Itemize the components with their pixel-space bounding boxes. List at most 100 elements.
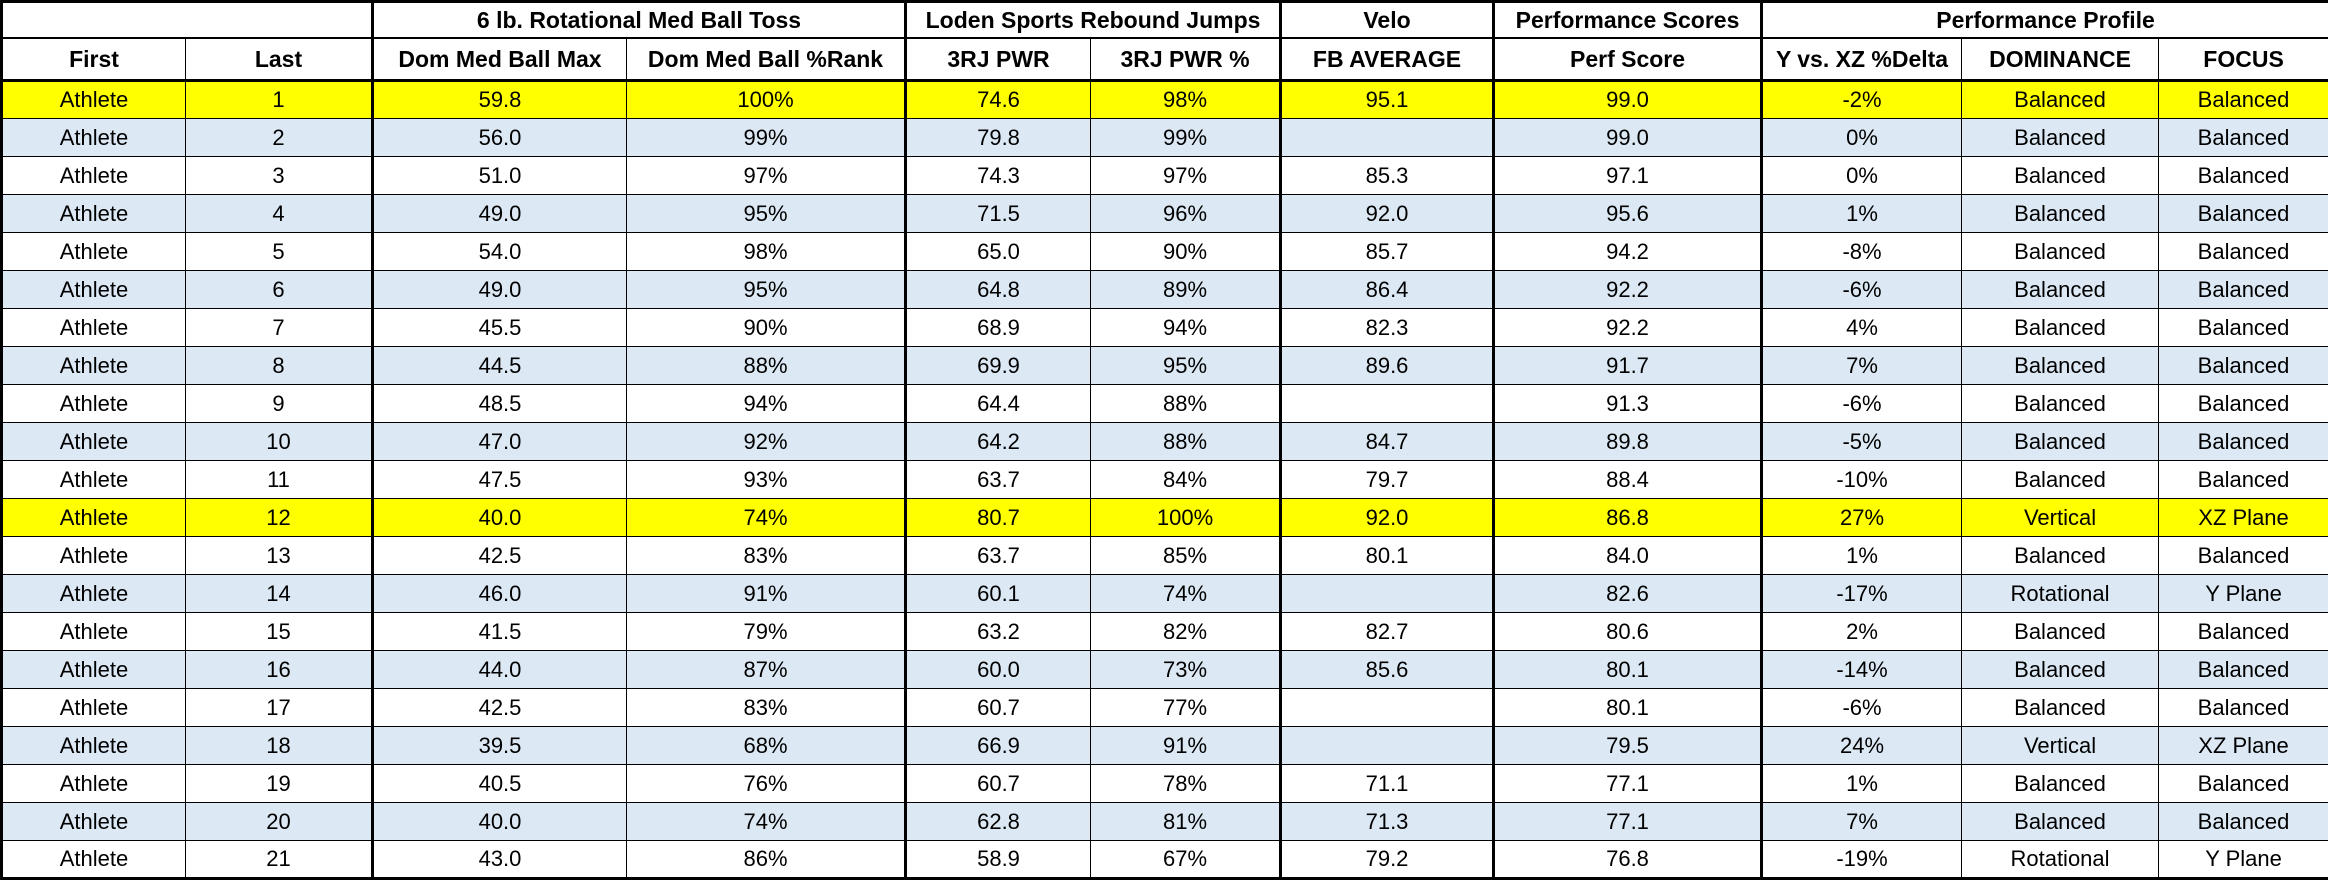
cell-y-vs-xz-delta[interactable]: 1%	[1762, 537, 1962, 575]
cell-3rj-pwr[interactable]: 64.2	[906, 423, 1091, 461]
cell-last[interactable]: 17	[186, 689, 373, 727]
cell-dom-med-ball-max[interactable]: 45.5	[373, 309, 627, 347]
group-header-empty[interactable]	[2, 2, 373, 39]
cell-y-vs-xz-delta[interactable]: -5%	[1762, 423, 1962, 461]
group-header-6-lb-rotational-med-ball-toss[interactable]: 6 lb. Rotational Med Ball Toss	[373, 2, 906, 39]
cell-focus[interactable]: Balanced	[2159, 385, 2328, 423]
cell-fb-average[interactable]: 92.0	[1281, 499, 1494, 537]
cell-perf-score[interactable]: 91.3	[1494, 385, 1762, 423]
cell-dom-med-ball-max[interactable]: 40.0	[373, 499, 627, 537]
cell-focus[interactable]: Balanced	[2159, 613, 2328, 651]
cell-perf-score[interactable]: 80.1	[1494, 689, 1762, 727]
cell-dom-med-ball-rank[interactable]: 79%	[627, 613, 906, 651]
cell-fb-average[interactable]: 82.3	[1281, 309, 1494, 347]
cell-3rj-pwr[interactable]: 65.0	[906, 233, 1091, 271]
column-header-last[interactable]: Last	[186, 38, 373, 81]
cell-fb-average[interactable]: 79.2	[1281, 841, 1494, 879]
cell-dominance[interactable]: Rotational	[1962, 575, 2159, 613]
cell-fb-average[interactable]: 95.1	[1281, 81, 1494, 119]
cell-fb-average[interactable]	[1281, 119, 1494, 157]
cell-first[interactable]: Athlete	[2, 499, 186, 537]
cell-first[interactable]: Athlete	[2, 385, 186, 423]
column-header-fb-average[interactable]: FB AVERAGE	[1281, 38, 1494, 81]
cell-dominance[interactable]: Balanced	[1962, 195, 2159, 233]
cell-focus[interactable]: Balanced	[2159, 803, 2328, 841]
cell-first[interactable]: Athlete	[2, 765, 186, 803]
cell-focus[interactable]: Balanced	[2159, 689, 2328, 727]
cell-last[interactable]: 15	[186, 613, 373, 651]
cell-focus[interactable]: XZ Plane	[2159, 727, 2328, 765]
cell-dominance[interactable]: Balanced	[1962, 81, 2159, 119]
cell-y-vs-xz-delta[interactable]: -17%	[1762, 575, 1962, 613]
column-header-3rj-pwr[interactable]: 3RJ PWR	[906, 38, 1091, 81]
cell-3rj-pwr[interactable]: 95%	[1091, 347, 1281, 385]
cell-perf-score[interactable]: 99.0	[1494, 119, 1762, 157]
cell-perf-score[interactable]: 77.1	[1494, 765, 1762, 803]
cell-y-vs-xz-delta[interactable]: -6%	[1762, 385, 1962, 423]
cell-focus[interactable]: Balanced	[2159, 651, 2328, 689]
cell-perf-score[interactable]: 79.5	[1494, 727, 1762, 765]
cell-last[interactable]: 21	[186, 841, 373, 879]
cell-y-vs-xz-delta[interactable]: 7%	[1762, 803, 1962, 841]
cell-last[interactable]: 4	[186, 195, 373, 233]
cell-first[interactable]: Athlete	[2, 651, 186, 689]
cell-3rj-pwr[interactable]: 80.7	[906, 499, 1091, 537]
group-header-loden-sports-rebound-jumps[interactable]: Loden Sports Rebound Jumps	[906, 2, 1281, 39]
cell-dom-med-ball-rank[interactable]: 97%	[627, 157, 906, 195]
cell-last[interactable]: 7	[186, 309, 373, 347]
cell-dom-med-ball-max[interactable]: 42.5	[373, 537, 627, 575]
cell-dom-med-ball-max[interactable]: 51.0	[373, 157, 627, 195]
cell-3rj-pwr[interactable]: 60.0	[906, 651, 1091, 689]
cell-dom-med-ball-max[interactable]: 54.0	[373, 233, 627, 271]
cell-perf-score[interactable]: 89.8	[1494, 423, 1762, 461]
cell-perf-score[interactable]: 92.2	[1494, 309, 1762, 347]
cell-fb-average[interactable]: 85.3	[1281, 157, 1494, 195]
cell-3rj-pwr[interactable]: 78%	[1091, 765, 1281, 803]
cell-focus[interactable]: Y Plane	[2159, 575, 2328, 613]
cell-perf-score[interactable]: 94.2	[1494, 233, 1762, 271]
cell-3rj-pwr[interactable]: 99%	[1091, 119, 1281, 157]
cell-fb-average[interactable]: 85.6	[1281, 651, 1494, 689]
cell-3rj-pwr[interactable]: 81%	[1091, 803, 1281, 841]
cell-dominance[interactable]: Balanced	[1962, 461, 2159, 499]
cell-dom-med-ball-max[interactable]: 56.0	[373, 119, 627, 157]
cell-dom-med-ball-rank[interactable]: 98%	[627, 233, 906, 271]
cell-first[interactable]: Athlete	[2, 461, 186, 499]
cell-perf-score[interactable]: 77.1	[1494, 803, 1762, 841]
cell-3rj-pwr[interactable]: 98%	[1091, 81, 1281, 119]
cell-y-vs-xz-delta[interactable]: -8%	[1762, 233, 1962, 271]
cell-3rj-pwr[interactable]: 100%	[1091, 499, 1281, 537]
cell-fb-average[interactable]	[1281, 575, 1494, 613]
cell-fb-average[interactable]: 84.7	[1281, 423, 1494, 461]
cell-perf-score[interactable]: 95.6	[1494, 195, 1762, 233]
column-header-first[interactable]: First	[2, 38, 186, 81]
cell-dominance[interactable]: Vertical	[1962, 499, 2159, 537]
cell-last[interactable]: 6	[186, 271, 373, 309]
cell-first[interactable]: Athlete	[2, 347, 186, 385]
cell-3rj-pwr[interactable]: 62.8	[906, 803, 1091, 841]
cell-first[interactable]: Athlete	[2, 613, 186, 651]
cell-dom-med-ball-max[interactable]: 46.0	[373, 575, 627, 613]
cell-dom-med-ball-rank[interactable]: 92%	[627, 423, 906, 461]
cell-dom-med-ball-max[interactable]: 44.0	[373, 651, 627, 689]
cell-3rj-pwr[interactable]: 67%	[1091, 841, 1281, 879]
cell-3rj-pwr[interactable]: 90%	[1091, 233, 1281, 271]
cell-fb-average[interactable]: 79.7	[1281, 461, 1494, 499]
cell-last[interactable]: 5	[186, 233, 373, 271]
cell-dominance[interactable]: Balanced	[1962, 423, 2159, 461]
cell-dom-med-ball-max[interactable]: 40.5	[373, 765, 627, 803]
cell-dom-med-ball-rank[interactable]: 91%	[627, 575, 906, 613]
cell-perf-score[interactable]: 76.8	[1494, 841, 1762, 879]
cell-3rj-pwr[interactable]: 89%	[1091, 271, 1281, 309]
cell-3rj-pwr[interactable]: 64.4	[906, 385, 1091, 423]
cell-y-vs-xz-delta[interactable]: 24%	[1762, 727, 1962, 765]
cell-y-vs-xz-delta[interactable]: 7%	[1762, 347, 1962, 385]
cell-dominance[interactable]: Vertical	[1962, 727, 2159, 765]
cell-3rj-pwr[interactable]: 68.9	[906, 309, 1091, 347]
cell-focus[interactable]: Balanced	[2159, 233, 2328, 271]
cell-perf-score[interactable]: 80.1	[1494, 651, 1762, 689]
cell-dominance[interactable]: Balanced	[1962, 765, 2159, 803]
cell-dominance[interactable]: Balanced	[1962, 119, 2159, 157]
cell-first[interactable]: Athlete	[2, 727, 186, 765]
cell-first[interactable]: Athlete	[2, 575, 186, 613]
